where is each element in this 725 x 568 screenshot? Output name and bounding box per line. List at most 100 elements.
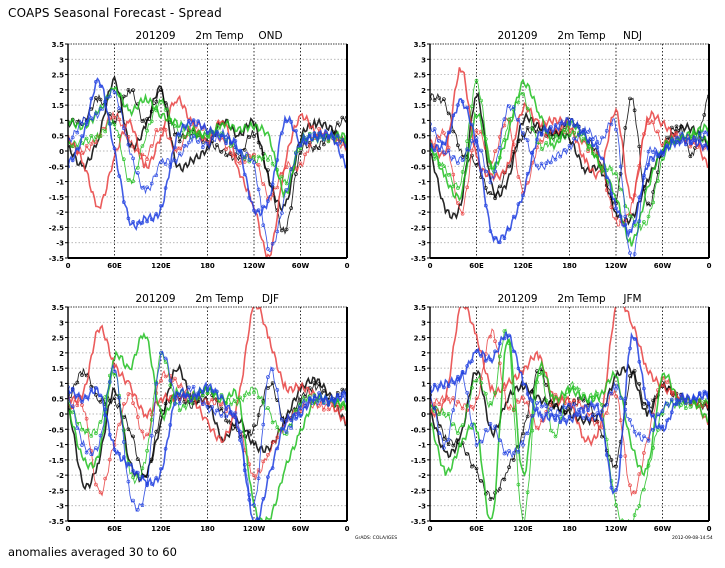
- panel-top-right: 3.532.521.510.50-0.5-1-1.5-2-2.5-3-3.50 6…: [411, 30, 712, 270]
- y-tick-label: -0.5: [411, 163, 426, 171]
- series-marker: [553, 157, 558, 162]
- series-marker: [430, 97, 432, 101]
- series-marker: [451, 380, 456, 385]
- series-marker: [479, 439, 483, 444]
- series-marker: [628, 483, 632, 488]
- series-marker: [632, 108, 637, 113]
- series-marker: [442, 97, 446, 101]
- series-marker: [651, 158, 656, 162]
- y-tick-label: 3: [421, 56, 426, 64]
- series-marker: [646, 149, 651, 154]
- series-marker: [159, 466, 163, 471]
- x-tick-label: 180: [200, 262, 215, 270]
- series-marker: [173, 395, 177, 400]
- y-tick-label: 2: [421, 350, 426, 358]
- series-marker: [145, 481, 149, 486]
- series-marker: [632, 369, 637, 373]
- series-marker: [261, 182, 266, 186]
- y-tick-label: -1.5: [49, 457, 64, 465]
- series-marker: [637, 431, 642, 436]
- series-marker: [539, 161, 544, 166]
- series-marker: [196, 119, 200, 123]
- series-marker: [252, 473, 256, 478]
- y-tick-label: -0.5: [49, 163, 64, 171]
- series-marker: [465, 185, 470, 190]
- series-marker: [497, 184, 502, 189]
- series-marker: [460, 170, 465, 174]
- series-marker: [451, 422, 456, 426]
- series-marker: [576, 412, 581, 417]
- series-marker: [563, 148, 567, 152]
- panel-title-init: 201209: [497, 293, 537, 305]
- series-marker: [312, 131, 317, 135]
- series-marker: [493, 391, 497, 395]
- series-marker: [707, 400, 709, 404]
- series-line-green-1: [430, 338, 709, 521]
- x-tick-label: 180: [200, 525, 215, 533]
- series-marker: [321, 137, 326, 142]
- y-tick-label: 1: [421, 380, 426, 388]
- series-marker: [242, 148, 247, 152]
- series-marker: [586, 417, 590, 421]
- series-marker: [177, 133, 182, 137]
- series-marker: [614, 488, 618, 492]
- series-marker: [558, 154, 563, 159]
- series-marker: [173, 158, 177, 163]
- series-marker: [609, 191, 614, 196]
- series-marker: [294, 408, 298, 412]
- series-marker: [270, 466, 275, 470]
- series-marker: [266, 452, 270, 457]
- series-marker: [516, 202, 521, 206]
- series-marker: [595, 402, 600, 407]
- series-marker: [628, 374, 632, 378]
- x-tick-label: 120E: [151, 525, 171, 533]
- series-marker: [470, 404, 474, 409]
- series-marker: [312, 133, 317, 138]
- series-marker: [581, 409, 586, 414]
- series-marker: [707, 421, 709, 425]
- series-marker: [642, 451, 646, 455]
- series-marker: [590, 413, 595, 418]
- series-marker: [623, 407, 628, 412]
- series-marker: [163, 360, 168, 364]
- series-marker: [84, 144, 89, 148]
- series-marker: [298, 161, 303, 166]
- series-marker: [298, 406, 303, 411]
- series-marker: [177, 393, 182, 397]
- series-marker: [614, 394, 618, 398]
- series-marker: [665, 380, 669, 385]
- series-marker: [219, 133, 224, 137]
- y-tick-label: -2: [418, 209, 426, 217]
- series-marker: [451, 172, 456, 177]
- y-tick-label: 2: [59, 350, 64, 358]
- series-marker: [702, 130, 707, 135]
- series-marker: [205, 388, 210, 392]
- y-tick-label: -0.5: [49, 426, 64, 434]
- y-tick-label: 1: [59, 380, 64, 388]
- series-marker: [191, 130, 196, 135]
- series-marker: [442, 385, 446, 390]
- series-marker: [140, 466, 145, 471]
- series-marker: [544, 398, 549, 403]
- series-marker: [108, 373, 112, 378]
- series-marker: [256, 395, 261, 400]
- series-marker: [521, 431, 525, 436]
- series-marker: [451, 129, 456, 134]
- series-marker: [623, 396, 628, 401]
- series-marker: [688, 154, 693, 159]
- series-marker: [586, 147, 590, 151]
- series-marker: [465, 390, 470, 395]
- series-marker: [98, 393, 103, 398]
- series-group: [430, 307, 709, 521]
- series-marker: [646, 401, 651, 406]
- series-marker: [75, 146, 80, 151]
- x-tick-label: 0: [66, 262, 71, 270]
- series-marker: [437, 431, 442, 436]
- series-marker: [122, 402, 126, 406]
- x-tick-label: 0: [428, 525, 433, 533]
- series-marker: [525, 126, 530, 130]
- series-marker: [307, 132, 312, 137]
- series-marker: [572, 136, 576, 141]
- series-marker: [117, 117, 121, 122]
- series-marker: [80, 399, 84, 404]
